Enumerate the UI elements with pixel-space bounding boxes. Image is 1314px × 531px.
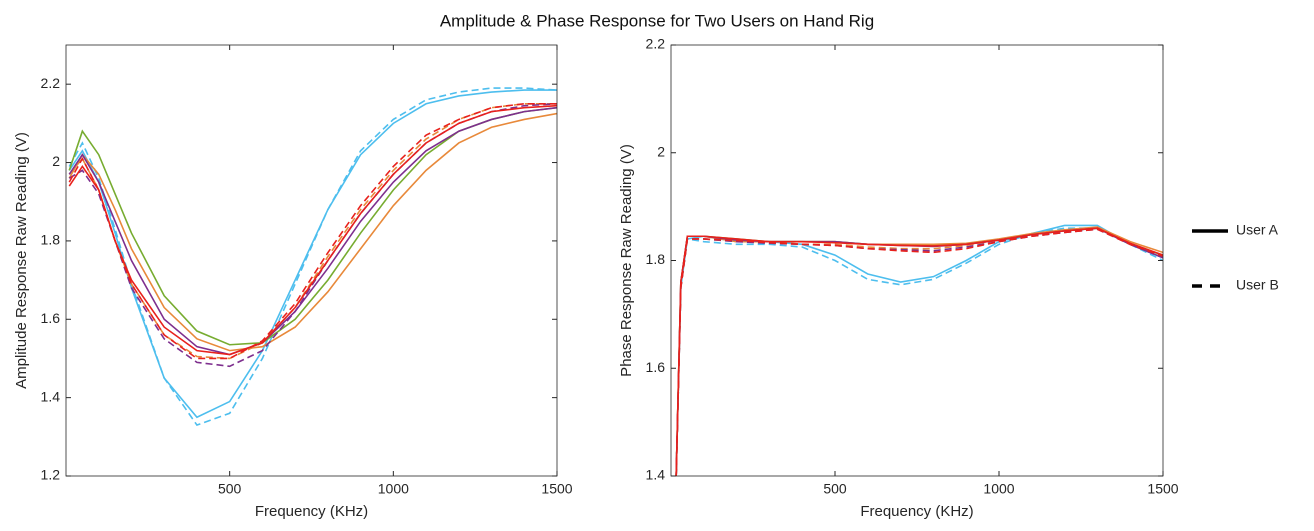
data-line <box>68 87 557 427</box>
x-tick-label: 1500 <box>541 481 572 497</box>
legend-label: User B <box>1236 277 1279 293</box>
y-tick-label: 1.4 <box>41 388 61 404</box>
x-axis-label: Frequency (KHz) <box>255 503 368 520</box>
x-axis-label: Frequency (KHz) <box>860 503 973 520</box>
data-line <box>675 227 1163 476</box>
series-group <box>68 87 557 427</box>
data-line <box>68 112 557 352</box>
y-tick-label: 1.8 <box>41 232 61 248</box>
data-line <box>675 227 1163 476</box>
y-tick-label: 1.6 <box>646 359 666 375</box>
y-tick-label: 1.4 <box>646 467 666 483</box>
data-line <box>68 106 557 356</box>
data-line <box>675 228 1163 476</box>
x-tick-label: 1500 <box>1147 481 1178 497</box>
data-line <box>68 104 557 356</box>
figure-title: Amplitude & Phase Response for Two Users… <box>440 11 874 30</box>
x-tick-label: 500 <box>218 481 242 497</box>
legend-label: User A <box>1236 222 1279 238</box>
y-tick-label: 1.6 <box>41 310 61 326</box>
x-tick-label: 1000 <box>983 481 1014 497</box>
axes-box <box>65 44 558 477</box>
y-tick-label: 1.2 <box>41 467 61 483</box>
x-tick-label: 1000 <box>378 481 409 497</box>
data-line <box>68 89 557 419</box>
y-tick-label: 2.2 <box>41 75 61 91</box>
y-tick-label: 2 <box>657 143 665 159</box>
y-tick-label: 2.2 <box>646 36 666 52</box>
y-tick-label: 1.8 <box>646 251 666 267</box>
y-axis-label: Phase Response Raw Reading (V) <box>618 144 635 377</box>
series-group <box>675 224 1163 476</box>
x-tick-label: 500 <box>823 481 847 497</box>
plot-area <box>671 45 1163 476</box>
y-axis-label: Amplitude Response Raw Reading (V) <box>13 132 30 389</box>
y-tick-label: 2 <box>52 153 60 169</box>
plot-area <box>66 45 557 476</box>
data-line <box>68 102 557 360</box>
